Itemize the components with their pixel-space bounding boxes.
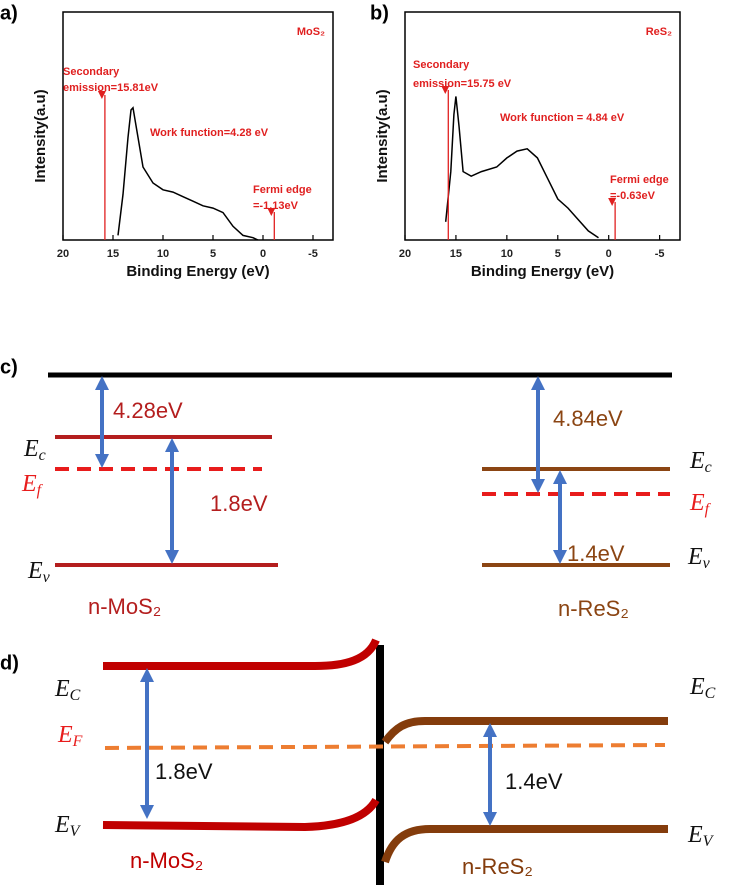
gap-label: 1.8eV	[155, 759, 213, 784]
annotation: Fermi edge	[610, 174, 669, 186]
plot-frame	[62, 11, 334, 241]
ev-label: EV	[687, 822, 715, 850]
subscript: V	[703, 833, 715, 850]
ec-label: EC	[54, 676, 81, 704]
panel-label: c)	[0, 356, 18, 378]
material-name: n-ReS₂	[462, 854, 533, 879]
annotation: emission=15.81eV	[63, 82, 159, 94]
plot-frame	[404, 11, 681, 241]
ef-label: Ef	[689, 490, 712, 518]
symbol: E	[689, 674, 705, 700]
chart: a) MoS₂ 20 15 10 5 0 -5 Binding Energy (eV) Inten…	[0, 2, 334, 280]
gap-label: 1.4eV	[505, 769, 563, 794]
panel-label: a)	[0, 2, 18, 24]
annotation: Work function=4.28 eV	[150, 127, 269, 139]
ev-label: Ev	[687, 544, 711, 572]
subscript: C	[705, 685, 716, 702]
subscript: f	[705, 501, 712, 518]
x-tick-label: 15	[107, 248, 119, 260]
chart: b) ReS₂ 20 15 10 5 0 -5 Binding Energy (eV) Inten…	[370, 2, 681, 280]
subscript: f	[37, 482, 44, 499]
subscript: v	[703, 555, 711, 572]
x-axis-label: Binding Energy (eV)	[126, 263, 269, 280]
subscript: c	[39, 447, 46, 464]
ef-label: EF	[57, 722, 83, 750]
subscript: C	[70, 687, 81, 704]
subscript: F	[72, 733, 83, 750]
symbol: E	[687, 822, 703, 848]
ec-label: EC	[689, 674, 716, 702]
annotation: Work function = 4.84 eV	[500, 112, 625, 124]
x-tick-label: -5	[308, 248, 318, 260]
annotation: Secondary	[63, 66, 120, 78]
ev-label: Ev	[27, 558, 51, 586]
valence-band	[102, 797, 380, 832]
material-name: n-MoS₂	[130, 848, 203, 873]
annotation: Secondary	[413, 59, 470, 71]
annotation: emission=15.75 eV	[413, 78, 512, 90]
x-tick-label: 20	[57, 248, 69, 260]
subscript: v	[43, 569, 51, 586]
fermi-level	[104, 743, 666, 750]
symbol: E	[57, 722, 73, 748]
symbol: E	[689, 448, 705, 474]
y-axis-label: Intensity(a.u)	[374, 89, 391, 182]
symbol: E	[21, 471, 37, 497]
x-tick-label: 0	[606, 248, 612, 260]
x-tick-label: 5	[555, 248, 561, 260]
subscript: V	[70, 823, 82, 840]
diagram-c: c) 4.28eV Ec Ef 1.8eV Ev n-MoS₂ 4.84eV E…	[0, 356, 712, 621]
symbol: E	[54, 676, 70, 702]
ec-label: Ec	[689, 448, 712, 476]
symbol: E	[54, 812, 70, 838]
x-tick-label: 15	[450, 248, 462, 260]
x-tick-label: 10	[501, 248, 513, 260]
x-tick-label: -5	[655, 248, 665, 260]
conduction-band	[103, 638, 380, 670]
x-tick-label: 0	[260, 248, 266, 260]
x-tick-label: 5	[210, 248, 216, 260]
ef-label: Ef	[21, 471, 44, 499]
x-tick-label: 10	[157, 248, 169, 260]
diagram-d: d) EC EF 1.8eV EV n-MoS₂ EC 1.4eV EV n-R…	[0, 638, 716, 885]
conduction-band	[381, 717, 668, 745]
gap-label: 1.4eV	[567, 541, 625, 566]
x-tick-label: 20	[399, 248, 411, 260]
subscript: c	[705, 459, 712, 476]
material-name: n-ReS₂	[558, 596, 629, 621]
spectrum-line	[444, 96, 599, 239]
annotation: =-0.63eV	[610, 190, 656, 202]
symbol: E	[23, 436, 39, 462]
chart-title: MoS₂	[297, 26, 325, 38]
ev-label: EV	[54, 812, 82, 840]
gap-label: 1.8eV	[210, 491, 268, 516]
material-name: n-MoS₂	[88, 594, 161, 619]
symbol: E	[689, 490, 705, 516]
symbol: E	[687, 544, 703, 570]
work-function: 4.84eV	[553, 406, 623, 431]
panel-label: d)	[0, 652, 19, 674]
y-axis-label: Intensity(a.u)	[32, 89, 49, 182]
annotation: Fermi edge	[253, 184, 312, 196]
work-function: 4.28eV	[113, 398, 183, 423]
symbol: E	[27, 558, 43, 584]
valence-band	[381, 825, 668, 864]
panel-label: b)	[370, 2, 389, 24]
annotation: =-1.13eV	[253, 200, 299, 212]
x-axis-label: Binding Energy (eV)	[471, 263, 614, 280]
spectrum-line	[117, 106, 259, 241]
chart-title: ReS₂	[646, 26, 672, 38]
ec-label: Ec	[23, 436, 46, 464]
